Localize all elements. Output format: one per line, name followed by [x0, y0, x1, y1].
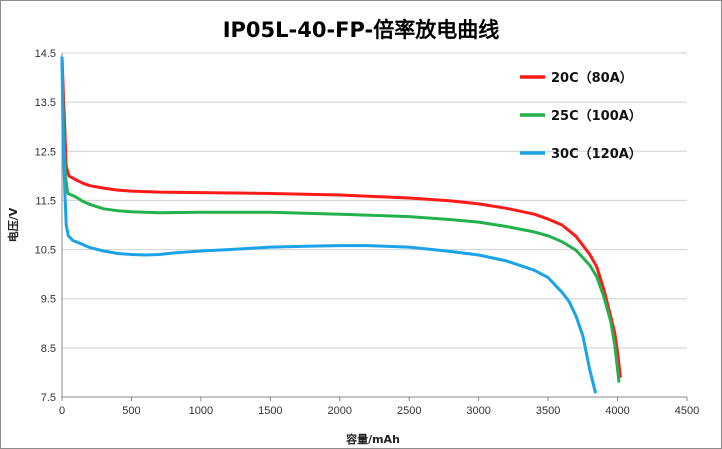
y-tick-label: 13.5: [35, 97, 56, 109]
x-tick-label: 3500: [536, 405, 560, 417]
x-tick-label: 500: [122, 405, 140, 417]
tick-labels: 7.5 8.5 9.5 10.5 11.5 12.5 13.5 14.5 0 500 1000 150…: [35, 48, 700, 417]
axes: [61, 53, 688, 401]
y-axis-label: 电压/V: [6, 207, 20, 242]
y-tick-label: 12.5: [35, 146, 56, 158]
y-tick-label: 11.5: [35, 195, 56, 207]
grid-lines: [62, 52, 687, 349]
x-tick-label: 0: [59, 405, 65, 417]
series-line-2: [60, 56, 621, 383]
legend-label-2: 25C（100A）: [551, 108, 642, 124]
x-tick-label: 1500: [258, 405, 282, 417]
x-tick-label: 1000: [189, 405, 213, 417]
y-tick-label: 8.5: [41, 343, 56, 355]
y-tick-label: 7.5: [41, 392, 56, 404]
y-tick-label: 10.5: [35, 245, 56, 257]
x-axis-label: 容量/mAh: [345, 432, 400, 446]
x-tick-label: 4000: [605, 405, 629, 417]
legend-label-1: 20C（80A）: [551, 70, 633, 86]
x-tick-label: 2000: [328, 405, 352, 417]
series-lines: [60, 56, 622, 394]
x-tick-label: 3000: [466, 405, 490, 417]
series-line-1: [60, 56, 622, 378]
y-tick-label: 14.5: [35, 48, 56, 60]
y-tick-label: 9.5: [41, 294, 56, 306]
chart-title: IP05L-40-FP-倍率放电曲线: [223, 18, 500, 42]
x-tick-label: 2500: [397, 405, 421, 417]
legend: 20C（80A） 25C（100A） 30C（120A）: [520, 70, 642, 162]
x-tick-label: 4500: [675, 405, 699, 417]
legend-label-3: 30C（120A）: [551, 146, 642, 162]
series-line-3: [60, 56, 597, 394]
